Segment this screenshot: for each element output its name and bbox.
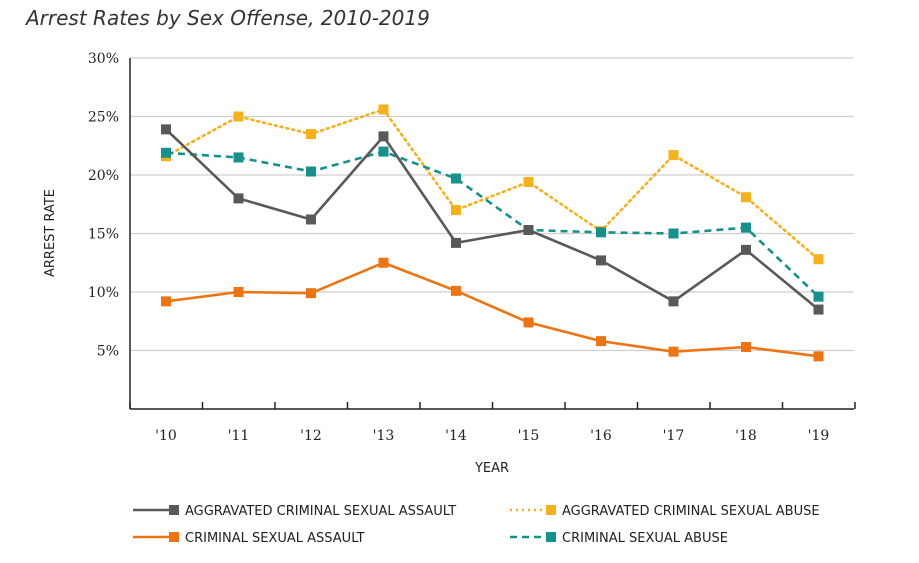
y-tick-label: 25%: [88, 110, 119, 126]
data-point: [813, 304, 824, 315]
data-point: [741, 244, 751, 255]
axis-layer: 5% 10% 15% 20% 25% 30% '10 '11 '12 '13 '14 '15 '16 '1…: [43, 51, 856, 476]
legend-label: AGGRAVATED CRIMINAL SEXUAL ABUSE: [562, 504, 820, 519]
legend-item: CRIMINAL SEXUAL ASSAULT: [133, 531, 365, 546]
x-tick-label: '18: [735, 428, 757, 444]
x-tick-label: '10: [155, 428, 177, 444]
data-point: [306, 166, 316, 177]
legend-label: AGGRAVATED CRIMINAL SEXUAL ASSAULT: [185, 504, 456, 519]
data-point: [668, 346, 679, 357]
data-point: [741, 341, 751, 352]
data-point: [741, 222, 751, 233]
data-point: [813, 351, 824, 362]
data-point: [813, 254, 824, 265]
data-point: [306, 214, 316, 225]
series-line: [165, 128, 820, 311]
x-tick-label: '13: [373, 428, 395, 444]
y-tick-label: 30%: [88, 51, 119, 67]
y-axis-title: ARREST RATE: [43, 189, 58, 277]
x-tick-label: '11: [228, 428, 250, 444]
data-point: [306, 129, 316, 140]
y-tick-label: 20%: [88, 168, 119, 184]
x-tick-label: '16: [590, 428, 612, 444]
data-point: [233, 287, 244, 297]
series-line: [164, 108, 820, 261]
x-tick-label: '12: [300, 428, 322, 444]
data-point: [523, 224, 534, 235]
x-tick-label: '19: [808, 428, 830, 444]
data-point: [741, 192, 751, 203]
data-point: [378, 131, 389, 142]
data-point: [233, 152, 244, 163]
legend-marker: [169, 532, 179, 542]
series-1: [161, 124, 824, 315]
y-tick-label: 10%: [88, 285, 119, 301]
legend-layer: AGGRAVATED CRIMINAL SEXUAL ASSAULT AGGRAV…: [133, 504, 820, 546]
series-2: [161, 104, 824, 265]
data-point: [813, 291, 824, 302]
legend-label: CRIMINAL SEXUAL ASSAULT: [185, 531, 365, 546]
legend-item: CRIMINAL SEXUAL ABUSE: [510, 531, 728, 546]
x-axis-title: YEAR: [474, 461, 509, 476]
y-tick-label: 15%: [88, 227, 119, 243]
data-point: [451, 205, 461, 216]
data-point: [668, 296, 679, 307]
data-point: [596, 227, 606, 238]
data-point: [668, 150, 679, 161]
data-point: [378, 104, 389, 115]
data-point: [378, 146, 389, 157]
data-point: [668, 228, 679, 239]
data-point: [306, 288, 316, 299]
data-point: [596, 255, 606, 266]
data-point: [233, 193, 244, 204]
data-point: [451, 173, 461, 184]
legend-item: AGGRAVATED CRIMINAL SEXUAL ASSAULT: [133, 504, 456, 519]
x-tick-label: '14: [445, 428, 467, 444]
legend-item: AGGRAVATED CRIMINAL SEXUAL ABUSE: [510, 504, 820, 519]
x-tick-label: '17: [663, 428, 685, 444]
chart-title: Arrest Rates by Sex Offense, 2010-2019: [26, 6, 430, 30]
data-point: [523, 317, 534, 328]
series-line: [165, 150, 820, 298]
data-point: [378, 257, 389, 268]
series-layer: [161, 104, 824, 362]
data-point: [451, 237, 461, 248]
data-point: [161, 124, 171, 135]
x-tick-label: '15: [518, 428, 540, 444]
data-point: [523, 177, 534, 188]
data-point: [451, 285, 461, 296]
y-tick-label: 5%: [97, 344, 119, 360]
series-line: [165, 261, 819, 358]
data-point: [596, 336, 606, 347]
data-point: [161, 296, 171, 307]
legend-label: CRIMINAL SEXUAL ABUSE: [562, 531, 728, 546]
series-3: [161, 257, 824, 362]
data-point: [233, 111, 244, 122]
legend-marker: [546, 532, 556, 542]
series-4: [161, 146, 824, 302]
legend-marker: [169, 505, 179, 515]
data-point: [161, 147, 171, 158]
legend-marker: [546, 505, 556, 515]
